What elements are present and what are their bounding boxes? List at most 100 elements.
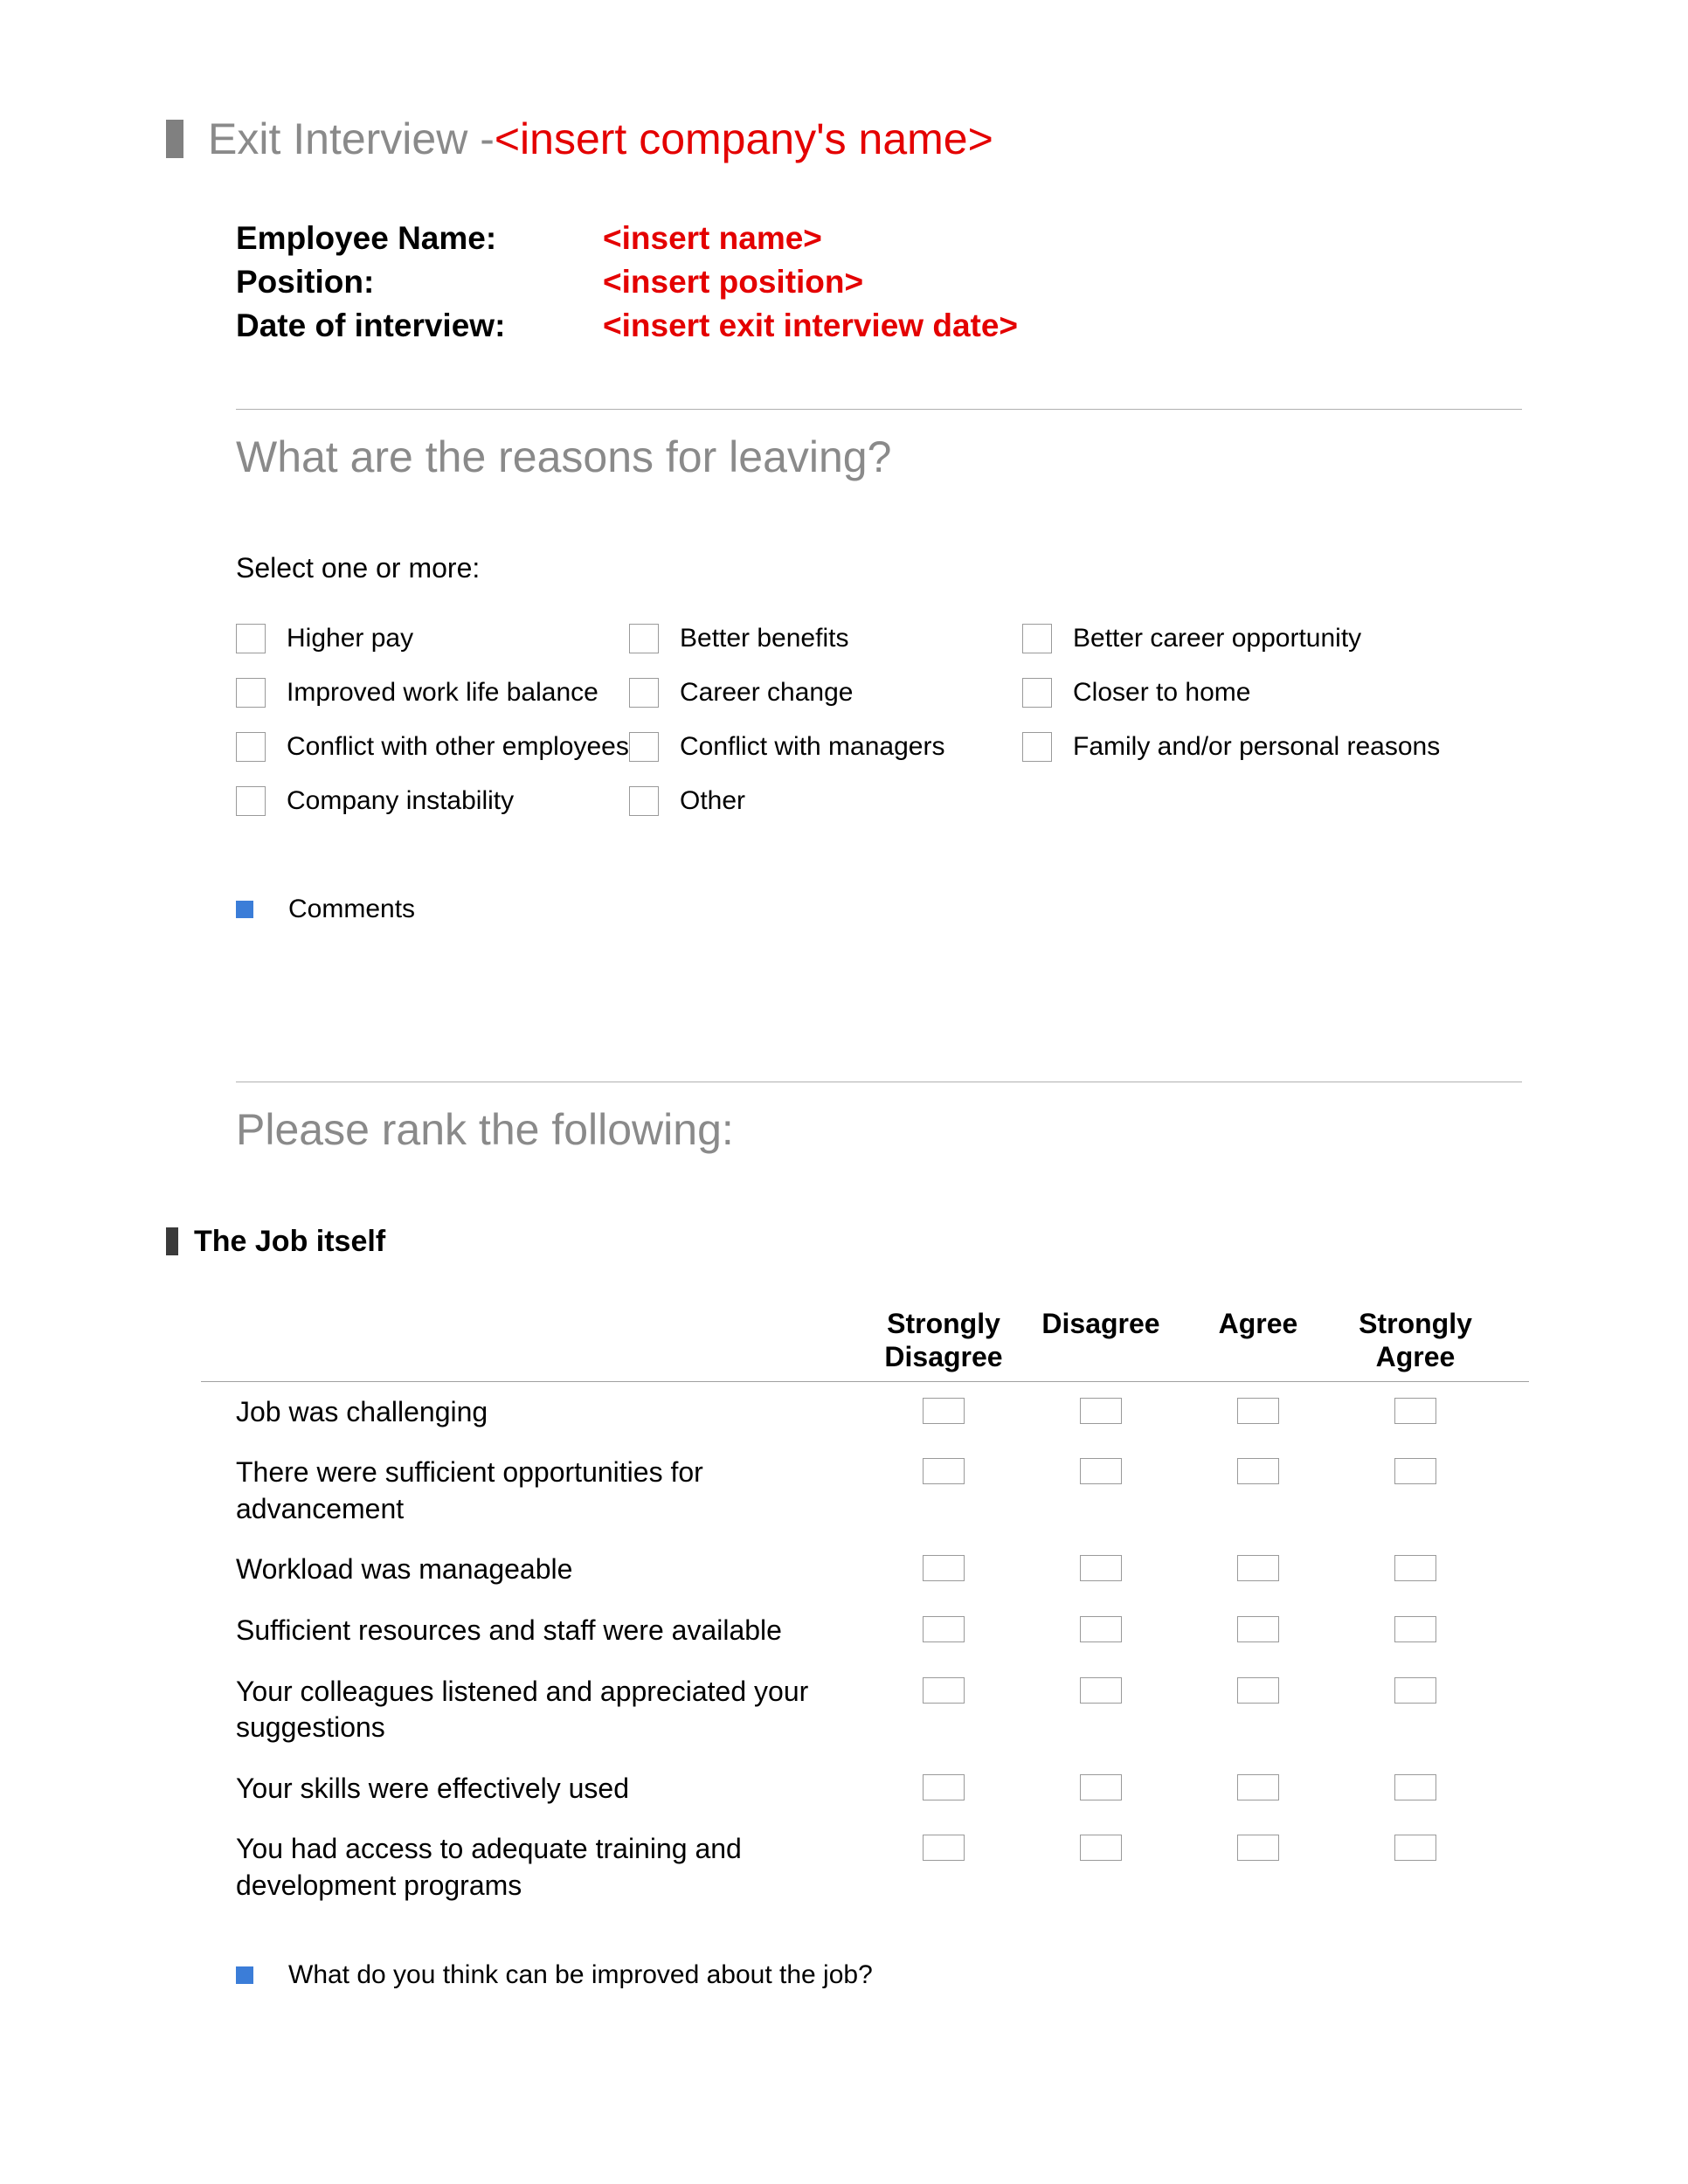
ranking-cell xyxy=(1337,1455,1494,1484)
ranking-cell xyxy=(1180,1831,1337,1861)
ranking-cell xyxy=(1022,1455,1180,1484)
checkbox[interactable] xyxy=(923,1835,965,1861)
checkbox[interactable] xyxy=(1080,1774,1122,1800)
reason-option: Higher pay xyxy=(236,624,629,653)
checkbox-label: Better benefits xyxy=(680,624,848,653)
reason-option: Conflict with other employees xyxy=(236,732,629,762)
checkbox[interactable] xyxy=(1080,1835,1122,1861)
checkbox[interactable] xyxy=(1394,1774,1436,1800)
ranking-cell xyxy=(865,1674,1022,1704)
checkbox[interactable] xyxy=(1394,1677,1436,1704)
checkbox[interactable] xyxy=(1080,1555,1122,1581)
checkbox-label: Improved work life balance xyxy=(287,678,598,708)
ranking-statement: Job was challenging xyxy=(201,1394,865,1431)
ranking-statement: Sufficient resources and staff were avai… xyxy=(201,1613,865,1649)
checkbox[interactable] xyxy=(923,1555,965,1581)
checkbox[interactable] xyxy=(1080,1458,1122,1484)
ranking-cell xyxy=(1180,1455,1337,1484)
checkbox[interactable] xyxy=(923,1458,965,1484)
checkbox[interactable] xyxy=(1394,1398,1436,1424)
ranking-cell xyxy=(1022,1674,1180,1704)
improve-prompt: What do you think can be improved about … xyxy=(288,1960,873,1990)
ranking-cell xyxy=(1180,1771,1337,1800)
checkbox[interactable] xyxy=(923,1616,965,1642)
checkbox[interactable] xyxy=(1237,1677,1279,1704)
checkbox[interactable] xyxy=(1237,1555,1279,1581)
comments-row: Comments xyxy=(236,895,1522,924)
checkbox[interactable] xyxy=(1022,732,1052,762)
select-instruction: Select one or more: xyxy=(236,552,1522,584)
subsection-title-row: The Job itself xyxy=(166,1225,1522,1259)
ranking-cell xyxy=(1337,1674,1494,1704)
checkbox-label: Conflict with other employees xyxy=(287,732,629,762)
ranking-statement: Your colleagues listened and appreciated… xyxy=(201,1674,865,1746)
checkbox[interactable] xyxy=(1394,1555,1436,1581)
checkbox[interactable] xyxy=(236,624,266,653)
ranking-cell xyxy=(865,1394,1022,1424)
checkbox[interactable] xyxy=(629,732,659,762)
ranking-row: Workload was manageable xyxy=(201,1539,1529,1600)
checkbox[interactable] xyxy=(1022,678,1052,708)
checkbox[interactable] xyxy=(1022,624,1052,653)
ranking-cell xyxy=(865,1613,1022,1642)
checkbox[interactable] xyxy=(1237,1835,1279,1861)
checkbox[interactable] xyxy=(629,678,659,708)
ranking-row: Sufficient resources and staff were avai… xyxy=(201,1600,1529,1662)
checkbox[interactable] xyxy=(1394,1458,1436,1484)
ranking-cell xyxy=(1022,1831,1180,1861)
checkbox[interactable] xyxy=(236,678,266,708)
column-header: Disagree xyxy=(1022,1307,1180,1374)
checkbox[interactable] xyxy=(236,786,266,816)
column-header: Strongly Disagree xyxy=(865,1307,1022,1374)
checkbox[interactable] xyxy=(923,1398,965,1424)
checkbox[interactable] xyxy=(1237,1398,1279,1424)
info-value: <insert name> xyxy=(603,217,822,260)
ranking-cell xyxy=(1180,1552,1337,1581)
ranking-table: Strongly Disagree Disagree Agree Strongl… xyxy=(201,1307,1529,1917)
title-placeholder: <insert company's name> xyxy=(495,114,993,164)
column-header: Strongly Agree xyxy=(1337,1307,1494,1374)
subsection-bullet-icon xyxy=(166,1227,178,1255)
checkbox[interactable] xyxy=(923,1677,965,1704)
checkbox[interactable] xyxy=(1394,1616,1436,1642)
checkbox[interactable] xyxy=(629,624,659,653)
checkbox[interactable] xyxy=(923,1774,965,1800)
ranking-cell xyxy=(1022,1613,1180,1642)
checkbox[interactable] xyxy=(1080,1398,1122,1424)
ranking-cell xyxy=(1180,1674,1337,1704)
ranking-row: Your skills were effectively used xyxy=(201,1759,1529,1820)
ranking-row: Your colleagues listened and appreciated… xyxy=(201,1662,1529,1759)
ranking-cell xyxy=(865,1831,1022,1861)
checkbox[interactable] xyxy=(1237,1458,1279,1484)
ranking-cell xyxy=(1180,1613,1337,1642)
reason-option: Conflict with managers xyxy=(629,732,1022,762)
document-title: Exit Interview - <insert company's name> xyxy=(166,114,1522,164)
ranking-cell xyxy=(865,1552,1022,1581)
section-heading-reasons: What are the reasons for leaving? xyxy=(236,432,1522,482)
ranking-statement: Your skills were effectively used xyxy=(201,1771,865,1807)
ranking-cell xyxy=(1180,1394,1337,1424)
checkbox[interactable] xyxy=(1080,1677,1122,1704)
checkbox[interactable] xyxy=(236,732,266,762)
ranking-cell xyxy=(1022,1552,1180,1581)
checkbox[interactable] xyxy=(1080,1616,1122,1642)
ranking-cell xyxy=(1337,1394,1494,1424)
improve-prompt-row: What do you think can be improved about … xyxy=(236,1960,1522,1990)
info-row: Position: <insert position> xyxy=(236,260,1522,304)
checkbox[interactable] xyxy=(1237,1616,1279,1642)
title-prefix: Exit Interview - xyxy=(208,114,495,164)
checkbox[interactable] xyxy=(1394,1835,1436,1861)
bullet-icon xyxy=(236,901,253,918)
checkbox[interactable] xyxy=(1237,1774,1279,1800)
reason-option: Better benefits xyxy=(629,624,1022,653)
subsection-title: The Job itself xyxy=(194,1225,385,1259)
ranking-statement: You had access to adequate training and … xyxy=(201,1831,865,1904)
reason-option: Other xyxy=(629,786,1022,816)
checkbox[interactable] xyxy=(629,786,659,816)
info-row: Employee Name: <insert name> xyxy=(236,217,1522,260)
checkbox-label: Higher pay xyxy=(287,624,413,653)
ranking-cell xyxy=(865,1771,1022,1800)
checkbox-label: Family and/or personal reasons xyxy=(1073,732,1440,762)
ranking-cell xyxy=(865,1455,1022,1484)
checkbox-label: Conflict with managers xyxy=(680,732,944,762)
